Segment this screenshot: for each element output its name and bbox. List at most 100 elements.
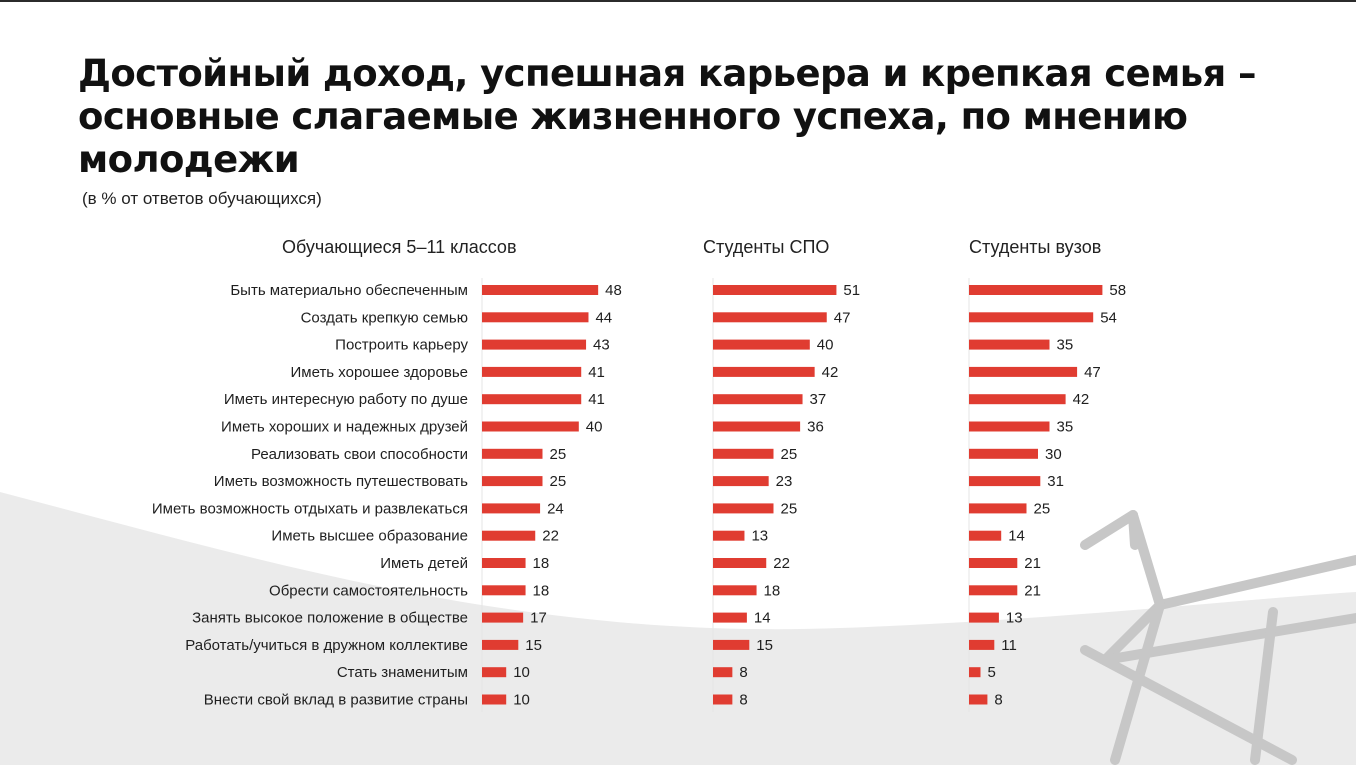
value-label-university: 31	[1047, 473, 1064, 490]
value-label-school: 43	[593, 337, 610, 354]
bar-university	[969, 448, 1038, 459]
bar-school	[482, 667, 507, 678]
category-label: Реализовать свои способности	[251, 446, 468, 463]
bar-spo	[713, 339, 810, 350]
category-label: Иметь хороших и надежных друзей	[221, 419, 468, 436]
top-rule	[0, 0, 1356, 2]
bar-university	[969, 530, 1002, 541]
bar-spo	[713, 639, 750, 650]
bar-university	[969, 421, 1050, 432]
bar-spo	[713, 394, 803, 405]
value-label-school: 22	[542, 528, 559, 545]
chart-subtitle: (в % от ответов обучающихся)	[82, 189, 322, 208]
value-label-school: 18	[533, 582, 550, 599]
value-label-university: 47	[1084, 364, 1101, 381]
bar-spo	[713, 558, 767, 568]
value-label-spo: 25	[781, 500, 798, 517]
value-label-school: 41	[588, 391, 605, 408]
bar-spo	[713, 694, 733, 705]
category-label: Создать крепкую семью	[301, 309, 468, 326]
bar-school	[482, 476, 543, 487]
value-label-spo: 42	[822, 364, 839, 381]
value-label-spo: 22	[773, 555, 790, 572]
category-label: Обрести самостоятельность	[269, 582, 468, 599]
value-label-university: 54	[1100, 309, 1117, 326]
bar-spo	[713, 667, 733, 678]
category-label: Быть материально обеспеченным	[230, 282, 468, 299]
bar-school	[482, 503, 541, 514]
category-label: Внести свой вклад в развитие страны	[204, 692, 468, 709]
value-label-university: 35	[1057, 419, 1074, 436]
chair-decoration-icon	[1080, 510, 1356, 765]
value-label-spo: 47	[834, 309, 851, 326]
value-label-school: 41	[588, 364, 605, 381]
bar-school	[482, 558, 526, 568]
bar-spo	[713, 312, 827, 323]
bar-university	[969, 312, 1094, 323]
value-label-spo: 40	[817, 337, 834, 354]
value-label-university: 35	[1057, 337, 1074, 354]
value-label-university: 21	[1024, 582, 1041, 599]
bar-university	[969, 694, 988, 705]
bar-university	[969, 476, 1041, 487]
bar-school	[482, 639, 519, 650]
page-title: Достойный доход, успешная карьера и креп…	[78, 52, 1256, 181]
value-label-school: 44	[595, 309, 612, 326]
value-label-spo: 15	[756, 637, 773, 654]
value-label-school: 15	[525, 637, 542, 654]
bar-university	[969, 612, 999, 623]
value-label-school: 10	[513, 664, 530, 681]
value-label-school: 40	[586, 419, 603, 436]
value-label-school: 17	[530, 610, 547, 627]
bar-university	[969, 503, 1027, 514]
bar-school	[482, 285, 599, 295]
category-label: Работать/учиться в дружном коллективе	[185, 637, 468, 654]
value-label-spo: 8	[739, 664, 747, 681]
category-label: Иметь детей	[380, 555, 468, 572]
bar-school	[482, 694, 507, 705]
bar-school	[482, 448, 543, 459]
bar-spo	[713, 421, 801, 432]
value-label-school: 24	[547, 500, 564, 517]
value-label-spo: 14	[754, 610, 771, 627]
value-label-university: 25	[1034, 500, 1051, 517]
bar-school	[482, 585, 526, 596]
category-label: Построить карьеру	[335, 337, 468, 354]
value-label-spo: 8	[739, 692, 747, 709]
value-label-spo: 37	[810, 391, 827, 408]
bar-university	[969, 667, 981, 678]
bar-university	[969, 339, 1050, 350]
value-label-university: 14	[1008, 528, 1025, 545]
panel-header-university: Студенты вузов	[969, 237, 1102, 257]
bar-university	[969, 558, 1018, 568]
value-label-university: 58	[1109, 282, 1126, 299]
bar-school	[482, 612, 524, 623]
bar-school	[482, 421, 579, 432]
value-label-university: 42	[1073, 391, 1090, 408]
bar-university	[969, 394, 1066, 405]
value-label-spo: 51	[843, 282, 860, 299]
value-label-spo: 23	[776, 473, 793, 490]
category-label: Иметь высшее образование	[271, 528, 468, 545]
value-label-university: 8	[994, 692, 1002, 709]
bar-spo	[713, 503, 774, 514]
bar-university	[969, 285, 1103, 295]
category-label: Стать знаменитым	[337, 664, 468, 681]
value-label-school: 48	[605, 282, 622, 299]
value-label-school: 25	[550, 473, 567, 490]
background-wave	[0, 492, 1356, 765]
bar-school	[482, 530, 536, 541]
bar-school	[482, 339, 587, 350]
bar-university	[969, 366, 1078, 377]
bar-school	[482, 312, 589, 323]
category-label: Иметь возможность путешествовать	[214, 473, 468, 490]
value-label-university: 11	[1001, 637, 1017, 654]
bar-spo	[713, 585, 757, 596]
value-label-school: 18	[533, 555, 550, 572]
bar-school	[482, 366, 582, 377]
bar-school	[482, 394, 582, 405]
category-label: Иметь хорошее здоровье	[291, 364, 469, 381]
category-label: Иметь возможность отдыхать и развлекатьс…	[152, 500, 468, 517]
